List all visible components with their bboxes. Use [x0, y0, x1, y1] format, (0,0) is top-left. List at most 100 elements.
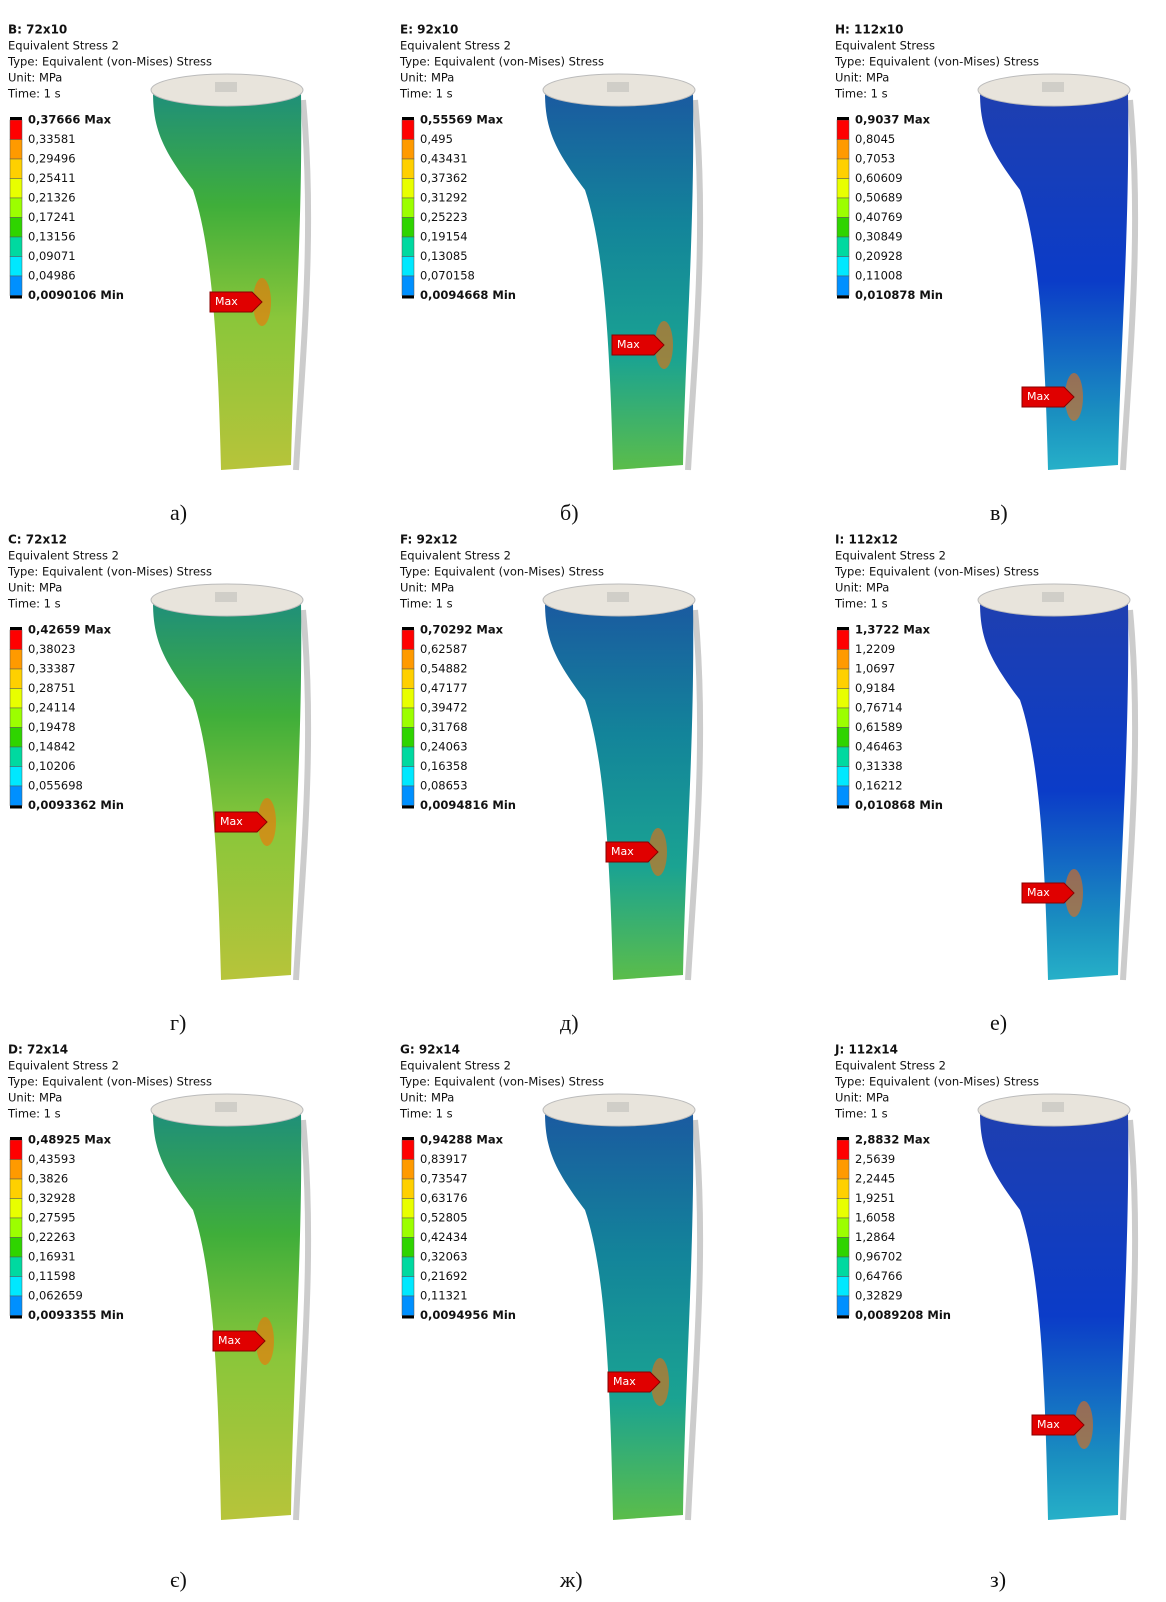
legend-band: [402, 1238, 414, 1258]
legend-band: [10, 630, 22, 650]
legend-label: 0,39472: [420, 701, 468, 715]
result-info: Unit: MPa: [8, 71, 62, 85]
legend-band: [837, 257, 849, 277]
legend-label: 0,73547: [420, 1172, 468, 1186]
legend-label: 0,9037 Max: [855, 113, 931, 127]
result-title: F: 92x12: [400, 533, 458, 547]
legend-label: 0,14842: [28, 740, 76, 754]
legend-cap: [837, 627, 849, 630]
caption: е): [990, 1010, 1007, 1035]
legend-band: [10, 179, 22, 199]
legend-label: 0,24114: [28, 701, 76, 715]
legend-band: [10, 198, 22, 218]
legend-label: 0,010868 Min: [855, 798, 943, 812]
legend-label: 0,19154: [420, 230, 468, 244]
legend-label: 1,2209: [855, 642, 895, 656]
legend-label: 0,60609: [855, 171, 903, 185]
legend-label: 0,16212: [855, 779, 903, 793]
legend-label: 0,0094816 Min: [420, 798, 516, 812]
result-panel: D: 72x14Equivalent Stress 2Type: Equival…: [7, 1043, 308, 1593]
result-info: Equivalent Stress 2: [835, 1059, 946, 1073]
model-body: [545, 1112, 693, 1520]
legend-label: 0,31338: [855, 759, 903, 773]
result-panel: J: 112x14Equivalent Stress 2Type: Equiva…: [834, 1043, 1135, 1593]
result-info: Equivalent Stress: [835, 39, 935, 53]
result-info: Time: 1 s: [834, 1107, 888, 1121]
max-marker-label: Max: [218, 1334, 241, 1347]
legend-label: 1,9251: [855, 1191, 895, 1205]
legend-band: [837, 159, 849, 179]
legend-cap: [10, 627, 22, 630]
legend-band: [402, 140, 414, 160]
result-info: Unit: MPa: [835, 71, 889, 85]
result-info: Unit: MPa: [8, 1091, 62, 1105]
caption: ж): [559, 1567, 583, 1592]
model-body: [980, 1112, 1128, 1520]
legend-band: [10, 1179, 22, 1199]
legend-band: [837, 767, 849, 787]
legend-label: 0,0090106 Min: [28, 288, 124, 302]
result-info: Type: Equivalent (von-Mises) Stress: [834, 565, 1039, 579]
max-marker-label: Max: [215, 295, 238, 308]
legend-label: 0,64766: [855, 1269, 903, 1283]
legend-label: 0,062659: [28, 1289, 83, 1303]
legend-label: 0,96702: [855, 1250, 903, 1264]
legend-band: [402, 276, 414, 296]
model-top-insert: [1042, 592, 1064, 602]
legend-label: 0,38023: [28, 642, 76, 656]
model-body: [153, 1112, 301, 1520]
legend-band: [402, 1199, 414, 1219]
legend-band: [10, 786, 22, 806]
legend-label: 0,32829: [855, 1289, 903, 1303]
legend-band: [10, 650, 22, 670]
legend-band: [10, 1257, 22, 1277]
legend-band: [402, 689, 414, 709]
legend-band: [10, 728, 22, 748]
legend-cap: [10, 296, 22, 299]
legend-cap: [402, 627, 414, 630]
legend-label: 0,0094668 Min: [420, 288, 516, 302]
legend-label: 0,19478: [28, 720, 76, 734]
legend-label: 1,0697: [855, 662, 895, 676]
legend-label: 1,3722 Max: [855, 623, 931, 637]
legend-label: 0,40769: [855, 210, 903, 224]
legend-band: [10, 1160, 22, 1180]
legend-label: 0,55569 Max: [420, 113, 504, 127]
result-info: Time: 1 s: [7, 1107, 61, 1121]
result-title: C: 72x12: [8, 533, 67, 547]
result-info: Unit: MPa: [8, 581, 62, 595]
legend-band: [837, 140, 849, 160]
legend-label: 0,50689: [855, 191, 903, 205]
result-info: Type: Equivalent (von-Mises) Stress: [7, 1075, 212, 1089]
legend-band: [837, 708, 849, 728]
legend-label: 2,2445: [855, 1172, 895, 1186]
legend-cap: [402, 806, 414, 809]
caption: є): [170, 1567, 187, 1592]
result-info: Equivalent Stress 2: [8, 1059, 119, 1073]
model-top-insert: [215, 592, 237, 602]
result-info: Time: 1 s: [399, 87, 453, 101]
legend-label: 0,3826: [28, 1172, 68, 1186]
legend-band: [402, 218, 414, 238]
legend-label: 0,7053: [855, 152, 895, 166]
result-info: Equivalent Stress 2: [835, 549, 946, 563]
legend-label: 0,42659 Max: [28, 623, 112, 637]
result-info: Type: Equivalent (von-Mises) Stress: [399, 1075, 604, 1089]
caption: д): [560, 1010, 579, 1035]
legend-label: 2,5639: [855, 1152, 895, 1166]
legend-band: [837, 1238, 849, 1258]
legend-band: [837, 1296, 849, 1316]
legend-band: [402, 630, 414, 650]
legend-band: [402, 1218, 414, 1238]
result-info: Type: Equivalent (von-Mises) Stress: [399, 565, 604, 579]
legend-band: [837, 786, 849, 806]
legend-band: [837, 1218, 849, 1238]
legend-label: 0,24063: [420, 740, 468, 754]
model-top-insert: [607, 592, 629, 602]
legend-label: 0,37666 Max: [28, 113, 112, 127]
caption: г): [170, 1010, 186, 1035]
legend-band: [837, 650, 849, 670]
legend-band: [837, 276, 849, 296]
legend-band: [837, 689, 849, 709]
